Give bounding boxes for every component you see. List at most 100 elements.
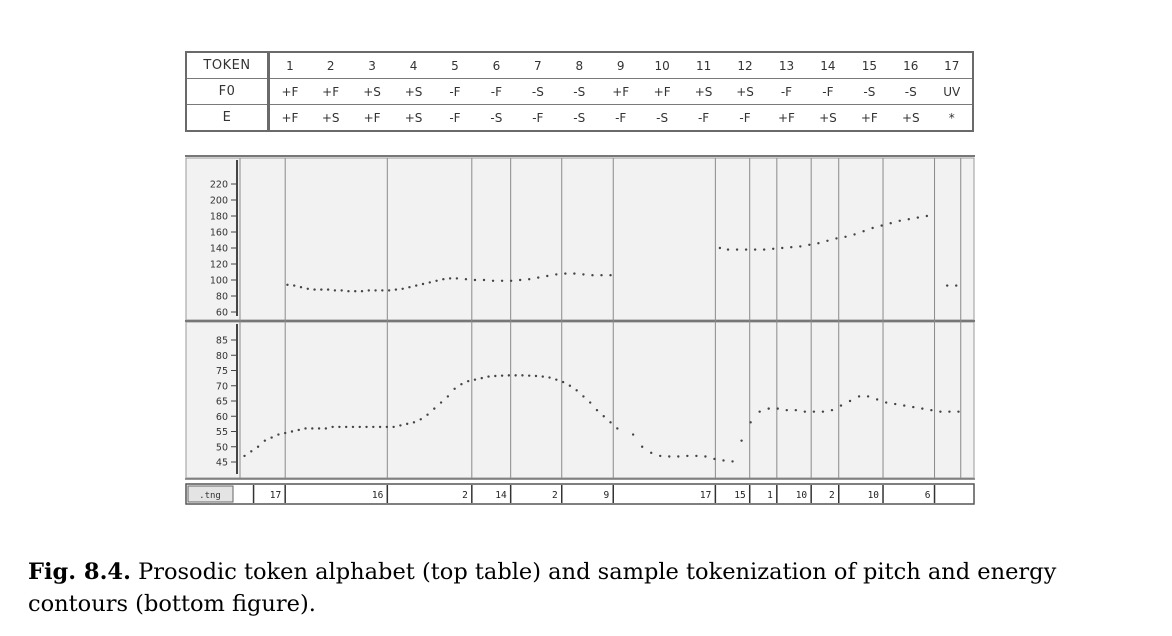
energy-point	[392, 425, 395, 429]
energy-point	[595, 408, 599, 412]
y-tick-label: 85	[216, 336, 228, 347]
pitch-point	[408, 286, 411, 289]
energy-point	[609, 421, 612, 424]
f0-cell: +S	[351, 78, 393, 105]
energy-point	[548, 376, 551, 379]
energy-point	[521, 374, 524, 377]
y-tick-label: 140	[210, 244, 228, 255]
energy-point	[839, 404, 843, 407]
energy-point	[412, 421, 416, 424]
pitch-point	[340, 289, 343, 292]
y-tick-label: 55	[216, 427, 228, 438]
energy-point	[304, 427, 307, 430]
energy-point	[812, 410, 816, 413]
y-tick-label: 70	[216, 381, 228, 392]
energy-cell: +F	[765, 104, 808, 132]
pitch-point	[753, 248, 757, 251]
energy-point	[903, 404, 906, 407]
token-header-row: TOKEN 1 2 3 4 5 6 7 8 9 10 11 12 13 14 1…	[185, 51, 974, 79]
pitch-point	[333, 289, 337, 292]
token-number: 3	[351, 51, 393, 79]
token-strip-value: 9	[604, 490, 610, 501]
pitch-point	[555, 273, 558, 276]
token-strip-value: 15	[734, 490, 745, 501]
contour-plot-panel: 220 200 180 160 140 120 100 80 60 85 80 75 70 65 60 55 5…	[185, 154, 975, 510]
pitch-point	[528, 278, 531, 281]
energy-point	[426, 413, 429, 416]
energy-point	[419, 418, 422, 421]
token-strip-value: 17	[270, 490, 281, 501]
energy-cell: +F	[351, 104, 393, 132]
token-number: 8	[558, 51, 600, 79]
energy-point	[365, 425, 368, 429]
token-number: 15	[848, 51, 891, 79]
f0-cell: -S	[517, 78, 559, 105]
pitch-point	[925, 214, 929, 218]
pitch-point	[916, 216, 920, 219]
energy-point	[250, 450, 253, 453]
energy-point	[568, 384, 572, 387]
energy-point	[453, 387, 456, 390]
pitch-point	[442, 278, 445, 281]
pitch-point	[326, 288, 330, 291]
energy-point	[263, 439, 267, 442]
energy-point	[582, 395, 585, 398]
token-strip-label: .tng	[199, 491, 221, 501]
pitch-point	[609, 274, 612, 277]
token-number: 13	[765, 51, 808, 79]
f0-cell: -F	[807, 78, 849, 105]
pitch-point	[320, 288, 323, 291]
energy-point	[541, 375, 544, 378]
energy-cell: -S	[641, 104, 683, 132]
token-strip-value: 2	[829, 490, 835, 501]
token-strip-value: 17	[700, 490, 711, 501]
energy-point	[957, 410, 960, 413]
energy-point	[686, 454, 689, 458]
y-tick-label: 45	[216, 458, 228, 469]
energy-point	[803, 410, 807, 413]
energy-point	[713, 457, 716, 461]
pitch-point	[374, 289, 377, 292]
token-number: 11	[682, 51, 725, 79]
energy-point	[385, 425, 389, 429]
pitch-point	[726, 248, 730, 251]
token-table: TOKEN 1 2 3 4 5 6 7 8 9 10 11 12 13 14 1…	[185, 51, 974, 132]
energy-point	[659, 454, 662, 458]
token-strip-value: 2	[462, 490, 468, 501]
energy-point	[758, 410, 761, 413]
pitch-point	[955, 284, 958, 287]
energy-cell: -F	[434, 104, 476, 132]
energy-cell: +S	[890, 104, 932, 132]
energy-point	[602, 415, 605, 418]
energy-point	[616, 427, 619, 430]
caption-label: Fig. 8.4.	[28, 559, 131, 585]
pitch-point	[600, 274, 603, 277]
y-tick-label: 60	[216, 412, 228, 423]
energy-point	[785, 408, 788, 412]
pitch-point	[853, 233, 856, 236]
pitch-point	[871, 226, 874, 230]
energy-row: E +F +S +F +S -F -S -F -S -F -S -F -F +F…	[185, 104, 974, 132]
y-tick-label: 50	[216, 442, 228, 453]
energy-point	[866, 395, 870, 398]
f0-row-label: F0	[185, 78, 270, 105]
pitch-point	[744, 248, 748, 251]
f0-cell: +S	[392, 78, 435, 105]
energy-point	[650, 451, 653, 455]
pitch-point	[299, 286, 303, 289]
pitch-point	[889, 222, 892, 225]
pitch-point	[491, 279, 495, 282]
energy-point	[277, 433, 280, 436]
energy-point	[331, 425, 334, 429]
token-number: 12	[724, 51, 766, 79]
pitch-point	[435, 279, 438, 282]
energy-point	[256, 445, 260, 448]
energy-point	[378, 425, 382, 429]
energy-point	[317, 427, 321, 430]
energy-panel-frame	[185, 321, 975, 479]
contour-plot-svg: 220 200 180 160 140 120 100 80 60 85 80 75 70 65 60 55 5…	[185, 154, 975, 510]
pitch-point	[415, 284, 418, 287]
pitch-point	[718, 246, 722, 250]
energy-point	[405, 422, 409, 426]
energy-point	[631, 433, 635, 436]
